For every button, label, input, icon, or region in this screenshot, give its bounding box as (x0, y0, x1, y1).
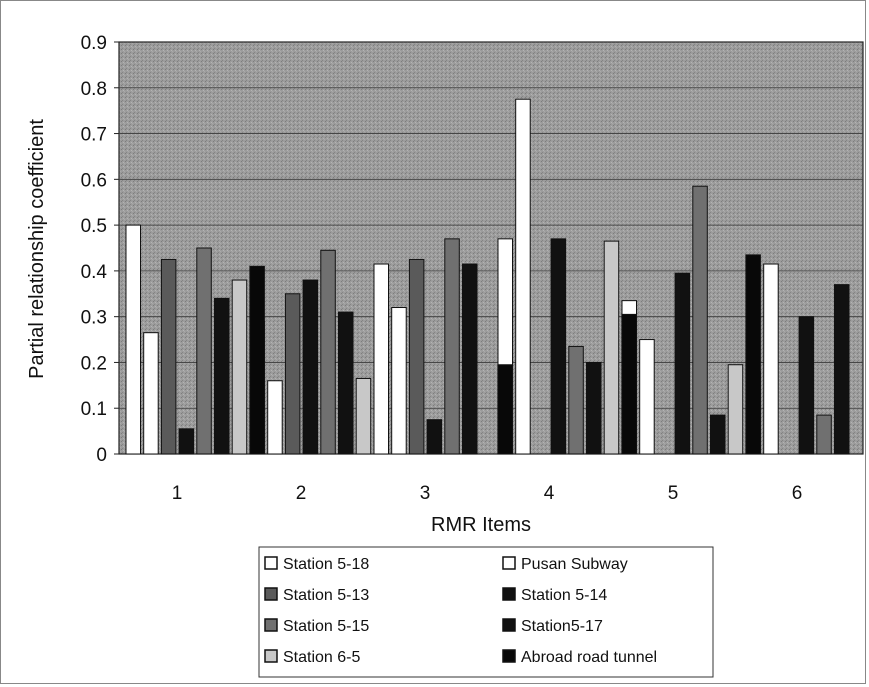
x-tick-label: 1 (172, 483, 183, 504)
bar (143, 332, 159, 455)
y-tick-label: 0.2 (81, 353, 107, 374)
bar (639, 339, 655, 455)
legend-box (258, 546, 714, 678)
bar (798, 316, 815, 455)
bar (710, 414, 726, 455)
bar (426, 419, 443, 455)
bar (408, 258, 425, 455)
bar (160, 258, 177, 455)
y-tick-label: 0.9 (81, 33, 107, 54)
legend-swatch (264, 556, 278, 570)
y-tick-label: 0.6 (81, 170, 107, 191)
y-axis-title: Partial relationship coefficient (26, 119, 48, 379)
bar (196, 247, 212, 455)
bar (586, 361, 602, 455)
legend-label: Station5-17 (521, 618, 603, 635)
legend-swatch (502, 618, 516, 632)
bar (338, 311, 354, 455)
y-tick-label: 0.4 (81, 262, 108, 283)
legend-label: Station 5-14 (521, 587, 607, 604)
bar (444, 238, 460, 455)
bar (550, 238, 567, 455)
bar (515, 98, 531, 455)
x-axis-title: RMR Items (431, 514, 531, 536)
legend-label: Abroad road tunnel (521, 649, 657, 666)
x-tick-label: 2 (296, 483, 307, 504)
legend-label: Pusan Subway (521, 556, 628, 573)
bar (231, 279, 248, 455)
bar (745, 254, 761, 455)
x-tick-label: 6 (792, 483, 803, 504)
legend-label: Station 5-13 (283, 587, 369, 604)
legend-swatch (502, 587, 516, 601)
y-tick-label: 0.1 (81, 399, 107, 420)
legend-swatch (502, 649, 516, 663)
bar (763, 263, 779, 455)
y-tick-label: 0.3 (81, 308, 107, 329)
x-tick-label: 4 (544, 483, 555, 504)
bar (355, 377, 372, 455)
legend-swatch (264, 618, 278, 632)
bar (391, 307, 407, 455)
legend: Station 5-18 Pusan Subway Station 5-13 Stat… (258, 546, 714, 678)
bar (320, 249, 336, 455)
bar (302, 279, 319, 455)
bar (284, 293, 301, 455)
legend-label: Station 5-18 (283, 556, 369, 573)
bar (497, 364, 513, 455)
legend-swatch (502, 556, 516, 570)
legend-swatch (264, 587, 278, 601)
legend-label: Station 6-5 (283, 649, 360, 666)
bar (692, 185, 708, 455)
bar (462, 263, 478, 455)
bar (373, 263, 389, 455)
bar (834, 284, 850, 455)
x-tick-label: 5 (668, 483, 679, 504)
bar (621, 313, 637, 455)
bar (568, 345, 584, 455)
y-tick-label: 0.5 (81, 216, 107, 237)
bar (674, 272, 691, 455)
bar (178, 428, 195, 455)
bar (727, 364, 744, 455)
bar (816, 414, 832, 455)
legend-label: Station 5-15 (283, 618, 369, 635)
bar (267, 380, 283, 455)
bar (603, 240, 620, 455)
bar (125, 224, 141, 455)
y-tick-label: 0.8 (81, 79, 107, 100)
bar (249, 265, 265, 455)
y-tick-label: 0.7 (81, 125, 107, 146)
y-tick-label: 0 (96, 445, 107, 466)
bar (214, 297, 230, 455)
x-tick-label: 3 (420, 483, 431, 504)
legend-swatch (264, 649, 278, 663)
